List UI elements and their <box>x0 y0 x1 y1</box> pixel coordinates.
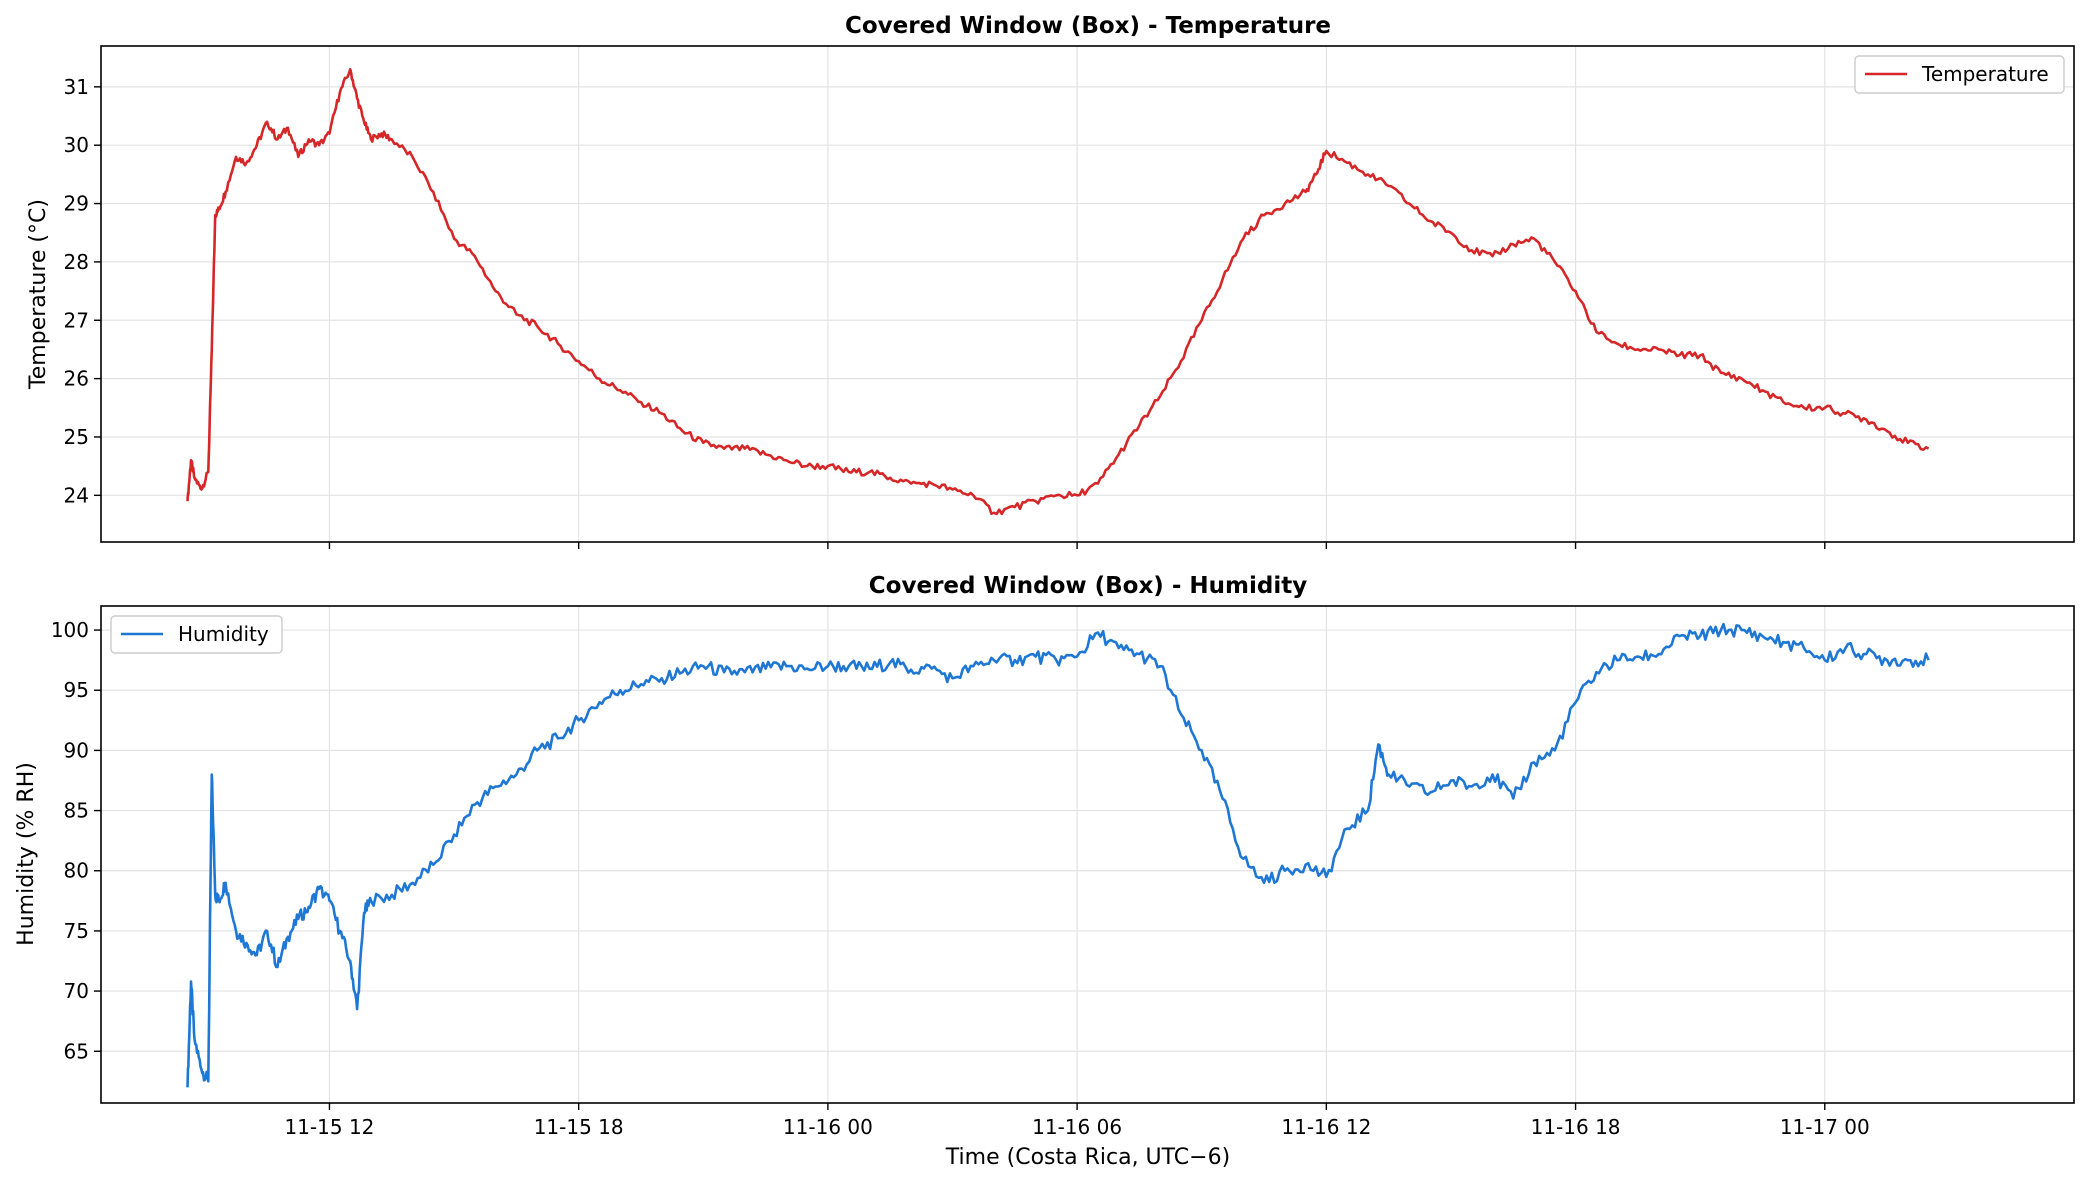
y-tick-label: 27 <box>64 308 89 332</box>
temperature-y-axis-label: Temperature (°C) <box>26 199 51 390</box>
y-tick-label: 31 <box>64 75 89 99</box>
x-tick-label: 11-16 00 <box>783 1115 873 1139</box>
y-tick-label: 29 <box>64 192 89 216</box>
y-tick-label: 25 <box>64 425 89 449</box>
humidity-legend: Humidity <box>110 615 283 654</box>
humidity-plot-area <box>100 605 2075 1104</box>
x-tick-label: 11-15 12 <box>284 1115 374 1139</box>
y-tick-label: 80 <box>64 859 89 883</box>
x-tick-label: 11-16 12 <box>1281 1115 1371 1139</box>
y-tick-label: 95 <box>64 678 89 702</box>
y-tick-label: 90 <box>64 738 89 762</box>
y-tick-label: 24 <box>64 483 89 507</box>
x-tick-label: 11-17 00 <box>1780 1115 1870 1139</box>
humidity-panel: Covered Window (Box) - Humidity 65 70 75 80… <box>14 573 2075 1170</box>
temperature-panel: Covered Window (Box) - Temperature 24 25 2… <box>26 13 2075 549</box>
humidity-series-line <box>186 622 1930 1088</box>
x-tick-label: 11-15 18 <box>534 1115 624 1139</box>
x-tick-label: 11-16 18 <box>1531 1115 1621 1139</box>
y-tick-label: 30 <box>64 133 89 157</box>
humidity-legend-label: Humidity <box>178 622 269 646</box>
temperature-plot-area <box>100 45 2075 543</box>
y-tick-label: 28 <box>64 250 89 274</box>
humidity-chart-title: Covered Window (Box) - Humidity <box>869 573 1307 599</box>
temperature-series-line <box>186 68 1930 516</box>
y-tick-label: 70 <box>64 979 89 1003</box>
humidity-y-axis-label: Humidity (% RH) <box>14 762 39 946</box>
y-tick-label: 100 <box>51 618 89 642</box>
y-tick-label: 26 <box>64 367 89 391</box>
y-tick-label: 75 <box>64 919 89 943</box>
humidity-x-axis-label: Time (Costa Rica, UTC−6) <box>945 1145 1230 1170</box>
temperature-legend: Temperature <box>1854 55 2065 94</box>
temperature-legend-label: Temperature <box>1921 62 2049 86</box>
temperature-chart-title: Covered Window (Box) - Temperature <box>845 13 1331 39</box>
y-tick-label: 65 <box>64 1039 89 1063</box>
x-tick-label: 11-16 06 <box>1032 1115 1122 1139</box>
y-tick-label: 85 <box>64 799 89 823</box>
